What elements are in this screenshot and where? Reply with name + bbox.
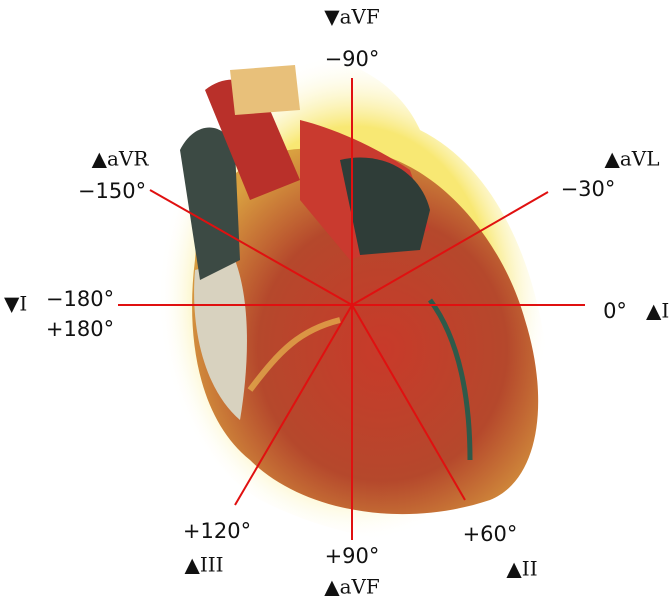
axis-line	[149, 189, 353, 306]
angle-label: +60°	[463, 522, 518, 546]
angle-label: 0°	[603, 299, 627, 323]
angle-label: −150°	[78, 179, 146, 203]
heart-image	[158, 53, 552, 542]
lead-label: ▲aVL	[604, 147, 659, 171]
axis-lines	[118, 78, 585, 540]
lead-label: ▲aVF	[324, 575, 380, 599]
lead-label: ▼aVF	[324, 5, 380, 29]
axis-line	[351, 304, 466, 501]
angle-label: +180°	[46, 317, 114, 341]
axis-line	[351, 191, 549, 306]
angle-label: −180°	[46, 287, 114, 311]
angle-label: +120°	[183, 519, 251, 543]
labels: ▼aVF −90° ▲aVR −150° ▲aVL −30° ▼I −180° …	[4, 5, 669, 599]
angle-label: −90°	[325, 47, 380, 71]
lead-label: ▼I	[4, 292, 27, 316]
axis-line	[234, 304, 353, 506]
lead-label: ▲II	[506, 557, 537, 581]
angle-label: +90°	[325, 544, 380, 568]
lead-label: ▲I	[646, 299, 669, 323]
lead-label: ▲aVR	[92, 147, 150, 171]
lead-label: ▲III	[184, 553, 223, 577]
angle-label: −30°	[561, 177, 616, 201]
